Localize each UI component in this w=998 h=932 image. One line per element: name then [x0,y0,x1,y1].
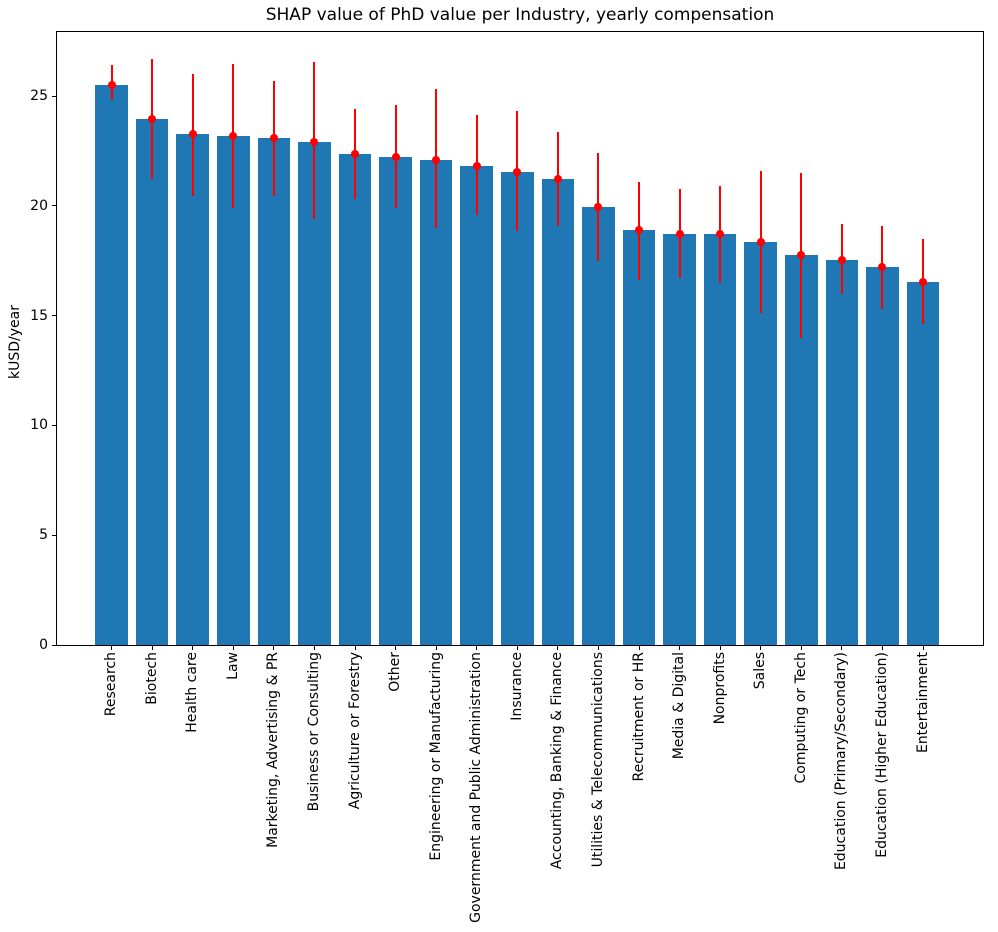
x-tick-mark [435,646,437,650]
x-tick-label: Engineering or Manufacturing [427,652,444,861]
x-tick-label: Nonprofits [711,652,728,725]
x-tick-mark [395,646,397,650]
x-tick-mark [516,646,518,650]
x-tick-mark [192,646,194,650]
x-tick-label: Agriculture or Forestry [346,652,363,810]
y-tick-mark [52,644,56,646]
x-tick-label: Health care [184,652,201,733]
data-point-marker [675,230,684,239]
x-tick-label: Education (Primary/Secondary) [833,652,850,871]
data-point-marker [635,225,643,234]
bar [582,206,615,645]
x-tick-mark [760,646,762,650]
bar [217,135,250,645]
data-point-marker [351,150,360,159]
bar [703,234,737,645]
data-point-marker [229,131,238,140]
x-tick-mark [476,646,478,650]
bar [866,267,899,645]
bar [338,154,372,645]
data-point-marker [716,230,725,239]
data-point-marker [878,263,887,272]
y-tick-mark [52,534,56,536]
x-tick-label: Sales [752,652,769,690]
x-tick-mark [232,646,234,650]
bar [176,134,209,645]
y-tick-label: 0 [39,637,48,653]
x-tick-mark [597,646,599,650]
data-point-marker [919,277,927,286]
x-tick-mark [557,646,559,650]
bar [622,229,656,645]
y-tick-label: 5 [39,527,48,544]
y-tick-label: 15 [30,307,48,324]
x-tick-mark [881,646,883,650]
x-tick-label: Business or Consulting [305,652,322,812]
x-tick-mark [273,646,275,650]
data-point-marker [797,251,806,260]
y-tick-mark [52,205,56,207]
x-tick-label: Marketing, Advertising & PR [265,652,282,848]
data-point-marker [310,138,319,147]
x-tick-label: Utilities & Telecommunications [589,652,606,868]
x-tick-label: Other [387,652,404,692]
bar [379,157,412,645]
y-tick-mark [52,315,56,317]
bar [460,166,493,645]
bar [257,137,291,645]
x-tick-mark [354,646,356,650]
y-tick-mark [52,95,56,97]
chart-title: SHAP value of PhD value per Industry, ye… [265,5,775,25]
data-point-marker [391,153,400,162]
data-point-marker [756,238,765,247]
bar [298,142,331,645]
bar [419,159,453,645]
y-tick-label: 10 [30,417,48,434]
x-tick-label: Accounting, Banking & Finance [549,652,566,870]
data-point-marker [513,167,522,176]
data-point-marker [269,133,278,142]
x-tick-mark [719,646,721,650]
x-tick-label: Education (Higher Education) [873,652,890,858]
data-point-marker [472,162,481,171]
data-point-marker [188,130,197,139]
data-point-marker [594,202,603,211]
x-tick-mark [638,646,640,650]
x-tick-mark [679,646,681,650]
data-point-marker [432,155,441,164]
x-tick-label: Government and Public Administration [468,652,485,923]
bar [501,171,534,645]
x-tick-label: Entertainment [914,652,931,754]
x-tick-mark [313,646,315,650]
x-tick-label: Recruitment or HR [630,652,647,782]
data-point-marker [107,81,116,90]
y-tick-label: 20 [30,197,48,214]
bar [825,259,859,645]
bar [95,85,128,645]
x-tick-mark [841,646,843,650]
x-tick-label: Research [103,652,120,717]
bar [541,179,575,645]
data-point-marker [553,175,562,184]
bar [663,234,696,645]
x-tick-label: Biotech [143,652,160,705]
y-tick-mark [52,424,56,426]
y-tick-label: 25 [30,88,48,104]
x-tick-label: Law [224,652,241,680]
x-tick-label: Media & Digital [671,652,688,760]
x-tick-label: Insurance [508,652,525,721]
x-tick-mark [922,646,924,650]
x-tick-mark [111,646,113,650]
x-tick-mark [151,646,153,650]
x-tick-mark [800,646,802,650]
x-tick-label: Computing or Tech [792,652,809,784]
bar [906,281,940,645]
data-point-marker [837,255,846,264]
bar [135,119,169,645]
data-point-marker [148,115,157,124]
